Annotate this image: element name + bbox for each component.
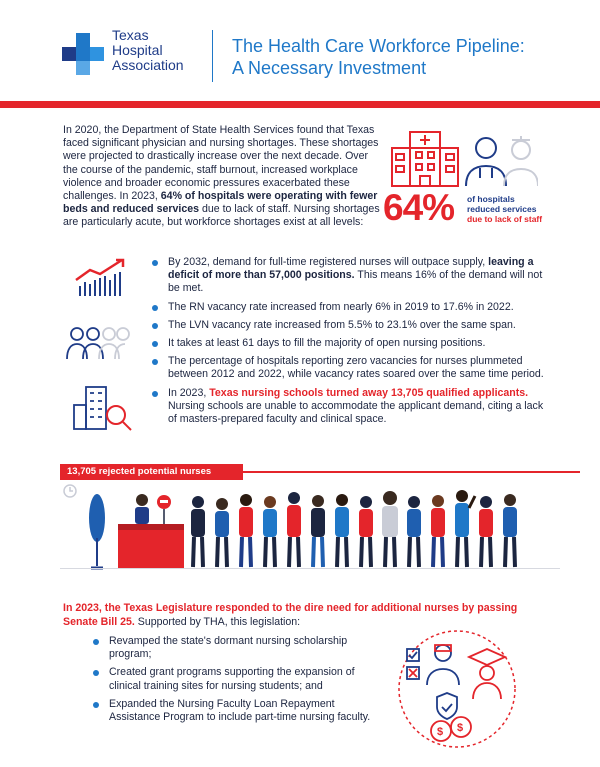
legislature-text: Supported by THA, this legislation:	[134, 615, 301, 628]
rejected-nurses-banner: 13,705 rejected potential nurses	[60, 464, 243, 480]
header-rule	[0, 101, 600, 108]
svg-text:$: $	[437, 726, 443, 738]
list-item: By 2032, demand for full-time registered…	[150, 256, 550, 296]
bullet-highlight: Texas nursing schools turned away 13,705…	[209, 386, 529, 399]
list-item: The RN vacancy rate increased from nearl…	[150, 301, 550, 314]
title-line: The Health Care Workforce Pipeline:	[232, 36, 525, 56]
nurses-group-icon	[66, 327, 130, 360]
banner-rule	[60, 471, 580, 473]
bullet-text: Nursing schools are unable to accommodat…	[168, 399, 544, 426]
intro-paragraph: In 2020, the Department of State Health …	[63, 124, 381, 230]
rising-chart-icon	[75, 258, 125, 296]
bullet-text: By 2032, demand for full-time registered…	[168, 256, 489, 268]
floor-line	[60, 568, 560, 569]
bullet-text: This means 16% of the demand will not be…	[168, 269, 543, 295]
stat-64-percent: 64%	[383, 187, 455, 228]
logo-wordmark: Texas Hospital Association	[112, 28, 184, 73]
stat-caption-line: reduced services	[467, 204, 537, 214]
legislation-bullet-list: Revamped the state's dormant nursing sch…	[91, 635, 381, 729]
bullet-text: In 2023,	[168, 386, 210, 399]
nurse-education-icon: $ $	[398, 630, 516, 748]
bullet-bold: leaving a deficit of more than 57,000 po…	[168, 256, 534, 282]
legislature-paragraph: In 2023, the Texas Legislature responded…	[63, 602, 538, 629]
intro-text: due to lack of staff. Nursing shortages …	[63, 203, 380, 229]
list-item: Revamped the state's dormant nursing sch…	[91, 635, 381, 661]
school-search-icon	[73, 386, 132, 431]
header-divider	[212, 30, 213, 82]
list-item: It takes at least 61 days to fill the ma…	[150, 337, 550, 350]
list-item: Expanded the Nursing Faculty Loan Repaym…	[91, 698, 381, 724]
logo-line: Hospital	[112, 42, 163, 58]
list-item: Created grant programs supporting the ex…	[91, 666, 381, 692]
list-item: The percentage of hospitals reporting ze…	[150, 355, 550, 381]
legislature-highlight: In 2023, the Texas Legislature responded…	[63, 602, 518, 628]
header: Texas Hospital Association The Health Ca…	[0, 0, 600, 100]
title-line: A Necessary Investment	[232, 58, 427, 78]
intro-bold: 64% of hospitals were operating with few…	[63, 190, 378, 216]
intro-text: In 2020, the Department of State Health …	[63, 124, 379, 203]
svg-text:$: $	[457, 722, 463, 734]
list-item: The LVN vacancy rate increased from 5.5%…	[150, 319, 550, 332]
queue-illustration	[63, 484, 517, 570]
shortage-bullet-list: By 2032, demand for full-time registered…	[150, 256, 550, 431]
stat-caption-line: due to lack of staff	[467, 214, 543, 224]
page-title: The Health Care Workforce Pipeline: A Ne…	[232, 35, 525, 79]
logo-line: Association	[112, 57, 184, 73]
list-item: In 2023, Texas nursing schools turned aw…	[150, 387, 550, 427]
tha-logo-icon	[62, 33, 104, 75]
hospital-icon	[391, 131, 538, 187]
stat-caption: of hospitals reduced services due to lac…	[467, 194, 542, 224]
logo-line: Texas	[112, 27, 149, 43]
stat-caption-line: of hospitals	[467, 194, 515, 204]
